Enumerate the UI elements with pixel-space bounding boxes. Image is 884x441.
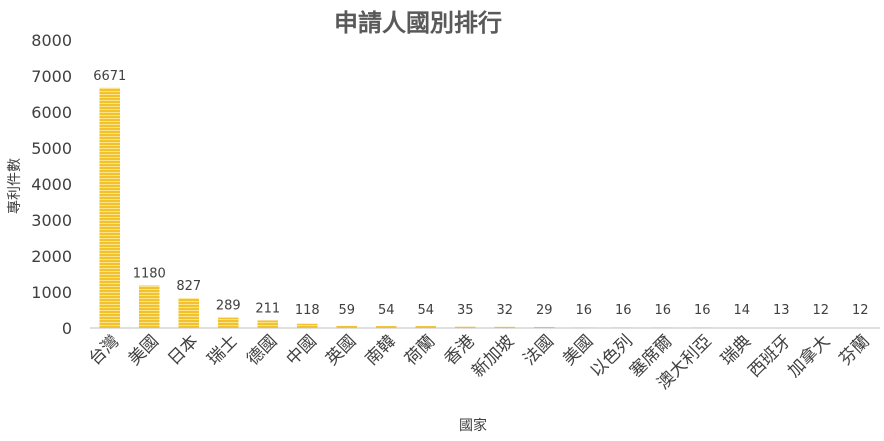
data-label: 1180 (133, 267, 166, 282)
data-label: 16 (694, 303, 711, 318)
bar (415, 326, 437, 328)
y-axis: 0 1000 2000 3000 4000 5000 6000 7000 8000 (31, 31, 72, 338)
x-tick-label: 西班牙 (745, 331, 795, 381)
y-tick-label: 6000 (31, 103, 72, 122)
bar (217, 317, 239, 328)
bar (454, 326, 476, 328)
x-tick-label: 日本 (164, 331, 202, 369)
x-tick-label: 英國 (322, 331, 360, 369)
x-tick-label: 台灣 (85, 331, 123, 369)
y-tick-label: 3000 (31, 211, 72, 230)
data-label: 16 (575, 303, 592, 318)
data-label: 6671 (93, 69, 126, 84)
data-label: 827 (176, 279, 201, 294)
bar (178, 298, 200, 328)
bar (336, 325, 358, 328)
x-tick-label: 中國 (283, 331, 321, 369)
bar (533, 326, 555, 328)
data-label: 54 (417, 303, 434, 318)
data-label: 289 (216, 299, 241, 314)
bar (494, 326, 516, 328)
x-tick-label: 以色列 (587, 331, 637, 381)
x-tick-label: 法國 (520, 331, 558, 369)
y-tick-label: 8000 (31, 31, 72, 50)
data-label: 16 (654, 303, 671, 318)
y-tick-label: 7000 (31, 67, 72, 86)
x-tick-label: 荷蘭 (401, 331, 439, 369)
y-tick-label: 1000 (31, 283, 72, 302)
y-tick-label: 4000 (31, 175, 72, 194)
bar (375, 326, 397, 328)
x-tick-label: 芬蘭 (836, 331, 874, 369)
chart-title: 申請人國別排行 (334, 8, 502, 37)
data-label: 12 (852, 303, 869, 318)
x-tick-label: 德國 (243, 331, 281, 369)
bar (257, 320, 279, 328)
y-tick-label: 0 (62, 319, 72, 338)
x-tick-label: 美國 (125, 331, 163, 369)
x-tick-label: 南韓 (362, 331, 400, 369)
y-tick-label: 5000 (31, 139, 72, 158)
data-label: 12 (812, 303, 829, 318)
y-axis-title: 專利件數 (7, 158, 23, 214)
bar (99, 87, 121, 329)
data-label: 211 (255, 301, 280, 316)
data-label: 14 (733, 303, 750, 318)
data-label: 32 (496, 303, 513, 318)
bar (296, 323, 318, 328)
data-label: 29 (536, 303, 553, 318)
data-label: 54 (378, 303, 395, 318)
x-axis-title: 國家 (459, 417, 487, 434)
x-tick-label: 新加坡 (468, 331, 518, 381)
data-label: 118 (295, 303, 320, 318)
data-label: 16 (615, 303, 632, 318)
bar (138, 285, 160, 328)
bars (99, 87, 871, 329)
x-tick-label: 瑞士 (204, 331, 242, 369)
x-tick-label: 加拿大 (783, 331, 834, 382)
data-labels: 6671 1180 827 289 211 118 59 54 54 35 32 29 16 16 16 16… (93, 69, 868, 318)
data-label: 35 (457, 303, 474, 318)
y-tick-label: 2000 (31, 247, 72, 266)
data-label: 13 (773, 303, 790, 318)
data-label: 59 (338, 303, 355, 318)
